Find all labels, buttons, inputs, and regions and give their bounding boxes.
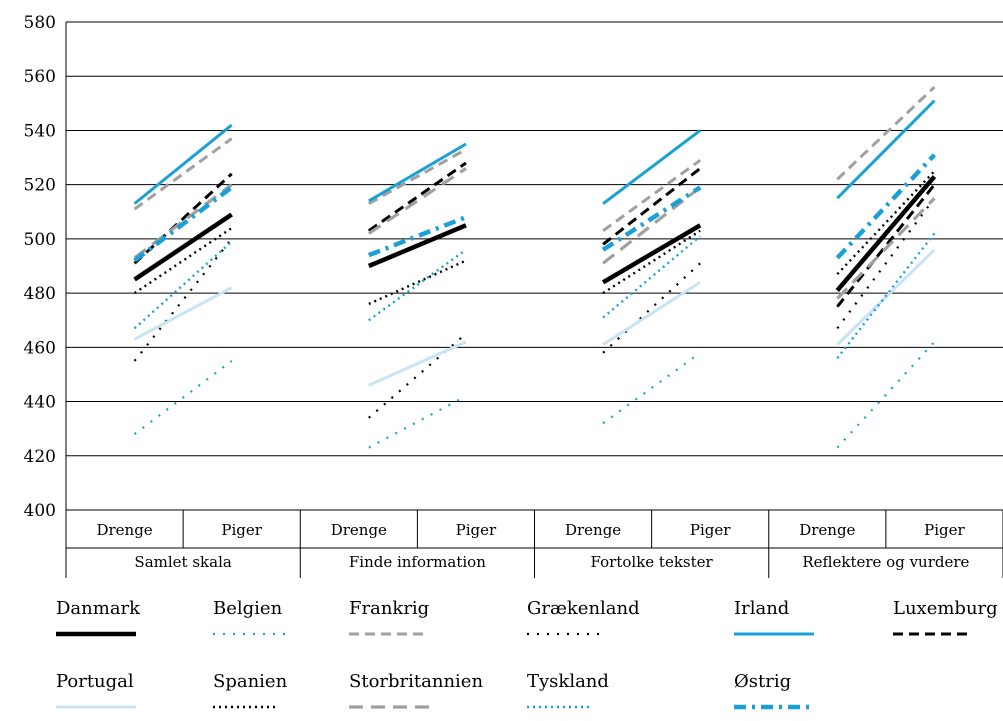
series-line	[368, 148, 467, 205]
group-label: Samlet skala	[134, 553, 231, 571]
series-line	[133, 227, 233, 295]
legend-item: Storbritannien	[349, 671, 499, 721]
series-line	[368, 332, 467, 419]
series-line	[601, 185, 702, 252]
series-line	[602, 167, 702, 246]
legend-swatch	[56, 705, 136, 709]
legend-item: Belgien	[213, 598, 363, 648]
legend-item: Portugal	[56, 671, 206, 721]
y-tick-label: 480	[24, 284, 56, 304]
series-line	[133, 240, 233, 330]
series-line	[133, 185, 234, 263]
series-line	[836, 99, 936, 200]
series-line	[836, 197, 936, 330]
legend-swatch	[213, 705, 277, 709]
series-line	[835, 175, 937, 292]
y-tick-label: 520	[24, 176, 56, 196]
legend-swatch	[734, 632, 814, 636]
series-line	[836, 183, 936, 308]
series-line	[602, 129, 702, 205]
y-tick-label: 420	[24, 447, 56, 467]
y-tick-label: 580	[24, 13, 56, 33]
legend-label: Østrig	[734, 671, 792, 692]
legend-label: Danmark	[56, 598, 141, 619]
x-tick-label: Drenge	[331, 521, 387, 539]
legend-label: Frankrig	[349, 598, 430, 619]
series-line	[368, 259, 467, 306]
series-line	[836, 85, 936, 181]
series-line	[368, 142, 467, 203]
group-label: Fortolke tekster	[591, 553, 714, 571]
x-tick-label: Drenge	[565, 521, 621, 539]
series-line	[367, 167, 467, 235]
legend-label: Portugal	[56, 671, 134, 692]
series-line	[133, 212, 233, 282]
series-line	[602, 235, 701, 319]
series-line	[602, 229, 701, 295]
legend-swatch	[349, 632, 429, 636]
x-tick-label: Piger	[456, 521, 497, 539]
legend-item: Grækenland	[527, 598, 677, 648]
y-tick-label: 440	[24, 393, 56, 413]
series-line	[836, 341, 936, 449]
legend-item: Luxemburg	[893, 598, 1003, 648]
x-tick-label: Drenge	[799, 521, 855, 539]
series-line	[367, 161, 467, 232]
legend-item: Østrig	[734, 671, 884, 721]
series-line	[602, 159, 702, 232]
legend-swatch	[527, 705, 591, 709]
series-line	[368, 395, 467, 449]
legend-swatch	[213, 632, 293, 636]
series-line	[602, 351, 701, 425]
series-line	[836, 170, 936, 275]
x-tick-label: Piger	[690, 521, 731, 539]
legend-item: Spanien	[213, 671, 363, 721]
legend-item: Frankrig	[349, 598, 499, 648]
y-tick-label: 500	[24, 230, 56, 250]
y-tick-label: 540	[24, 121, 56, 141]
series-line	[133, 238, 233, 362]
y-tick-label: 460	[24, 338, 56, 358]
x-tick-label: Drenge	[96, 521, 152, 539]
series-line	[133, 360, 233, 435]
series-line	[368, 340, 467, 387]
series-line	[836, 232, 936, 359]
series-line	[835, 153, 937, 260]
series-line	[368, 248, 467, 322]
legend-swatch	[527, 632, 607, 636]
legend-label: Storbritannien	[349, 671, 484, 692]
line-chart: 400 420 440 460 480 500 520 540 560 580 Drenge Pige…	[24, 13, 1003, 578]
legend-item: Tyskland	[527, 671, 677, 721]
legend-label: Belgien	[213, 598, 283, 619]
x-tick-label: Piger	[221, 521, 262, 539]
series-line	[133, 286, 233, 341]
series-line	[602, 281, 701, 346]
legend-label: Spanien	[213, 671, 288, 692]
series-line	[133, 137, 233, 211]
series-line	[836, 248, 936, 346]
y-tick-label: 560	[24, 67, 56, 87]
legend-label: Luxemburg	[893, 598, 998, 619]
legend-label: Irland	[734, 598, 790, 619]
series-line	[133, 123, 233, 205]
y-tick-label: 400	[24, 501, 56, 521]
group-label: Reflektere og vurdere	[802, 553, 969, 571]
x-tick-label: Piger	[924, 521, 965, 539]
group-label: Finde information	[349, 553, 486, 571]
legend-item: Danmark	[56, 598, 206, 648]
series-line	[367, 223, 467, 269]
series-line	[367, 215, 467, 258]
series-line	[133, 183, 233, 260]
legend-label: Grækenland	[527, 598, 640, 619]
legend-swatch	[349, 705, 429, 709]
series-line	[601, 223, 702, 285]
legend-item: Irland	[734, 598, 884, 648]
series-line	[836, 197, 936, 300]
legend-label: Tyskland	[527, 671, 609, 692]
legend-swatch	[893, 632, 973, 636]
series-line	[602, 262, 701, 354]
legend-swatch	[56, 631, 136, 637]
